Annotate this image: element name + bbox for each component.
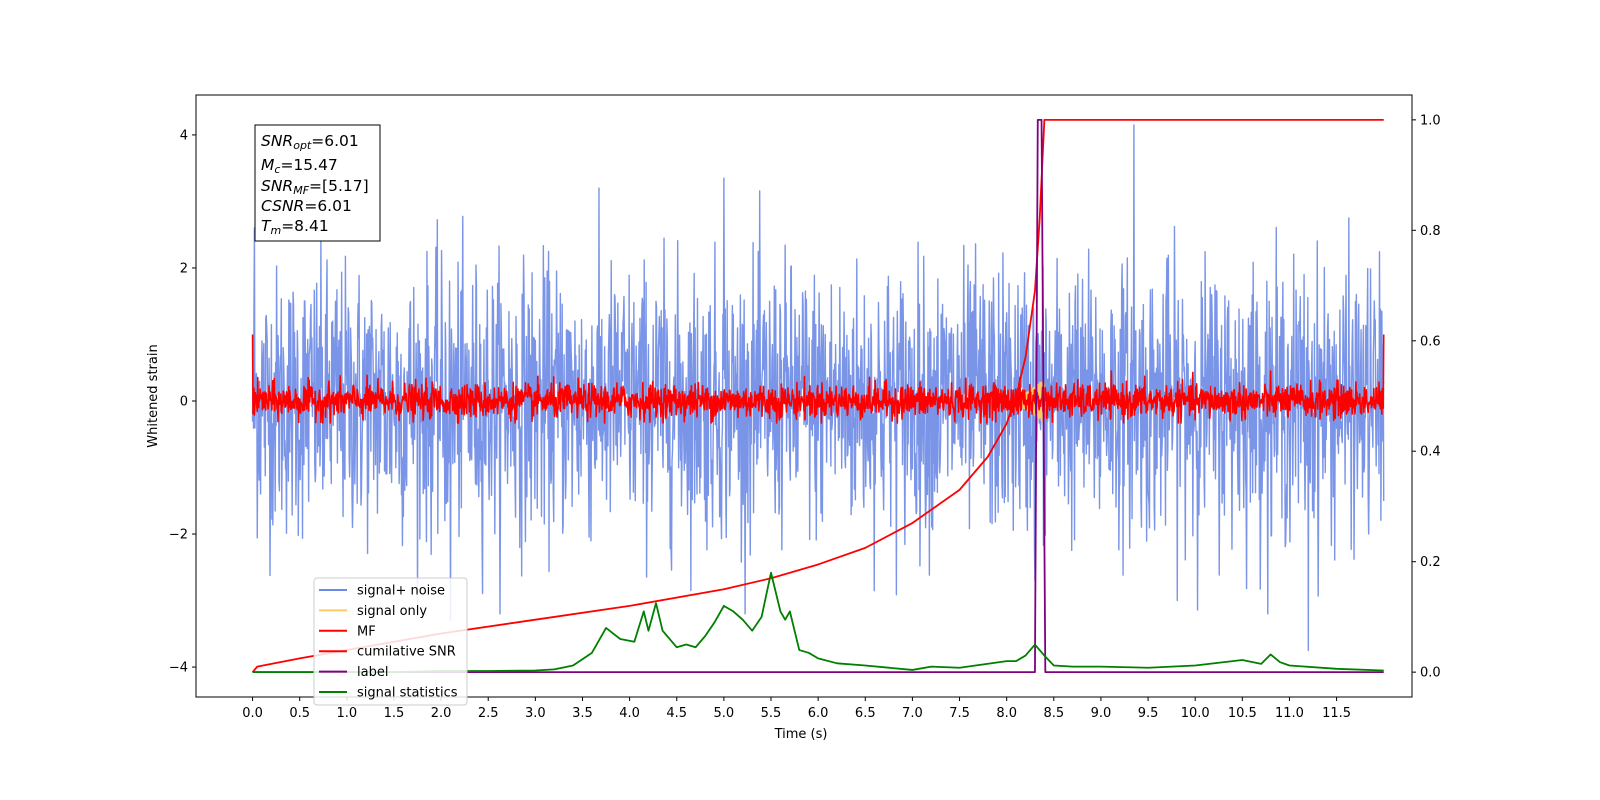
legend-frame <box>313 577 468 706</box>
x-tick-label: 5.5 <box>761 706 782 721</box>
x-tick-label: 8.5 <box>1043 706 1064 721</box>
x-tick-label: 7.5 <box>949 706 970 721</box>
y-axis-label: Whitened strain <box>146 344 161 447</box>
series-signal-noise <box>251 124 1385 652</box>
x-tick-label: 10.0 <box>1181 706 1210 721</box>
y2-tick-label: 0.6 <box>1420 334 1441 349</box>
x-tick-label: 11.0 <box>1275 706 1304 721</box>
info-snr-mf: SNRMF=[5.17] <box>261 177 369 197</box>
y-axis-right: 0.0 0.2 0.4 0.6 0.8 1.0 <box>1412 113 1441 681</box>
x-axis-label: Time (s) <box>774 727 828 742</box>
info-csnr: CSNR=6.01 <box>261 197 352 215</box>
x-tick-label: 2.0 <box>431 706 452 721</box>
y2-tick-label: 0.2 <box>1420 555 1441 570</box>
x-tick-label: 3.0 <box>525 706 546 721</box>
y-tick-label: 2 <box>180 261 188 276</box>
y-tick-label: 0 <box>180 394 188 409</box>
x-tick-label: 9.5 <box>1138 706 1159 721</box>
legend-label-signal-statistics: signal statistics <box>357 686 458 701</box>
x-tick-label: 0.0 <box>242 706 263 721</box>
info-snr-opt: SNRopt=6.01 <box>261 132 359 152</box>
legend-label-cumilative-snr: cumilative SNR <box>357 645 456 660</box>
y-axis-left: −4 −2 0 2 4 <box>169 128 196 676</box>
legend-label-signal-noise: signal+ noise <box>357 584 445 599</box>
x-tick-label: 1.0 <box>336 706 357 721</box>
x-tick-label: 5.0 <box>714 706 735 721</box>
x-tick-label: 4.0 <box>619 706 640 721</box>
x-tick-label: 9.0 <box>1091 706 1112 721</box>
x-axis: 0.0 0.5 1.0 1.5 2.0 2.5 3.0 3.5 4.0 4.5 5.0 5.5 6.0 6… <box>242 697 1351 721</box>
y-tick-label: −2 <box>169 528 188 543</box>
y-tick-label: 4 <box>180 128 188 143</box>
y2-tick-label: 0.8 <box>1420 224 1441 239</box>
y2-tick-label: 0.0 <box>1420 666 1441 681</box>
x-tick-label: 0.5 <box>289 706 310 721</box>
legend-label-mf: MF <box>357 624 376 639</box>
x-tick-label: 6.5 <box>855 706 876 721</box>
x-tick-label: 4.5 <box>666 706 687 721</box>
x-tick-label: 2.5 <box>478 706 499 721</box>
info-box-frame <box>254 124 381 242</box>
y2-tick-label: 0.4 <box>1420 445 1441 460</box>
legend-label-label: label <box>357 665 388 680</box>
y-tick-label: −4 <box>169 661 188 676</box>
x-tick-label: 3.5 <box>572 706 593 721</box>
x-tick-label: 6.0 <box>808 706 829 721</box>
x-tick-label: 10.5 <box>1228 706 1257 721</box>
x-tick-label: 1.5 <box>384 706 405 721</box>
legend: signal+ noise signal only MF cumilative SNR… <box>313 577 468 706</box>
info-mc: Mc=15.47 <box>261 156 338 176</box>
series-mf <box>251 334 1385 424</box>
x-tick-label: 8.0 <box>996 706 1017 721</box>
legend-label-signal-only: signal only <box>357 604 427 619</box>
x-tick-label: 7.0 <box>902 706 923 721</box>
plot-frame <box>195 94 1413 698</box>
y2-tick-label: 1.0 <box>1420 113 1441 128</box>
series-signal-statistics <box>252 571 1384 674</box>
x-tick-label: 11.5 <box>1322 706 1351 721</box>
series-label <box>252 118 1384 674</box>
info-box: SNRopt=6.01 Mc=15.47 SNRMF=[5.17] CSNR=6… <box>254 124 381 242</box>
info-tm: Tm=8.41 <box>261 217 329 237</box>
